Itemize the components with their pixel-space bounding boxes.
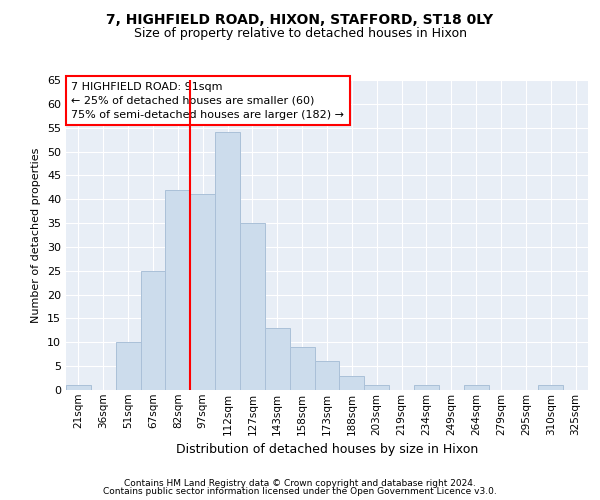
Bar [190, 194, 215, 390]
X-axis label: Distribution of detached houses by size in Hixon: Distribution of detached houses by size … [176, 443, 478, 456]
Text: Contains HM Land Registry data © Crown copyright and database right 2024.: Contains HM Land Registry data © Crown c… [124, 478, 476, 488]
Bar [290, 347, 314, 390]
Text: 7 HIGHFIELD ROAD: 91sqm
← 25% of detached houses are smaller (60)
75% of semi-de: 7 HIGHFIELD ROAD: 91sqm ← 25% of detache… [71, 82, 344, 120]
Bar [464, 385, 488, 390]
Bar [215, 132, 240, 390]
Bar [314, 362, 340, 390]
Bar [340, 376, 364, 390]
Bar [414, 385, 439, 390]
Text: Size of property relative to detached houses in Hixon: Size of property relative to detached ho… [133, 28, 467, 40]
Bar [538, 385, 563, 390]
Bar [140, 271, 166, 390]
Text: 7, HIGHFIELD ROAD, HIXON, STAFFORD, ST18 0LY: 7, HIGHFIELD ROAD, HIXON, STAFFORD, ST18… [106, 12, 494, 26]
Bar [116, 342, 140, 390]
Y-axis label: Number of detached properties: Number of detached properties [31, 148, 41, 322]
Bar [166, 190, 190, 390]
Bar [240, 223, 265, 390]
Bar [265, 328, 290, 390]
Text: Contains public sector information licensed under the Open Government Licence v3: Contains public sector information licen… [103, 487, 497, 496]
Bar [364, 385, 389, 390]
Bar [66, 385, 91, 390]
